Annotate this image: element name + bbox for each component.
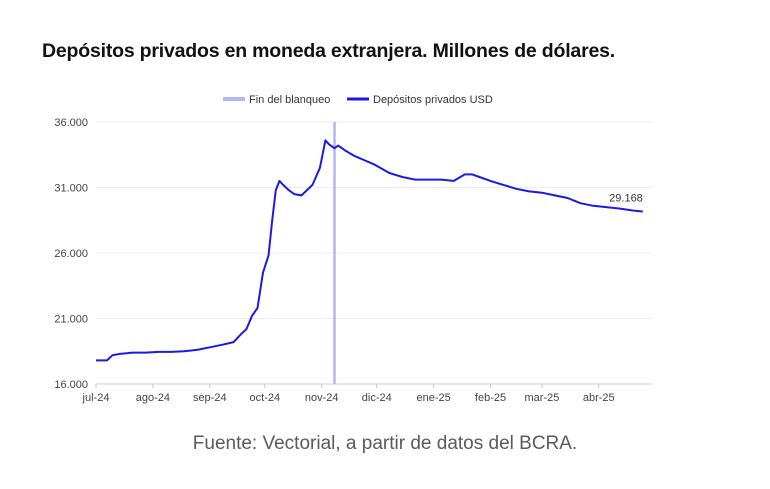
legend-swatch-marker	[223, 97, 245, 101]
x-tick-label: sep-24	[193, 392, 227, 404]
chart-title: Depósitos privados en moneda extranjera.…	[42, 40, 615, 62]
x-axis: jul-24 ago-24 sep-24 oct-24 nov-24 dic-24 ene-…	[82, 383, 652, 404]
legend-label-series: Depósitos privados USD	[373, 94, 493, 106]
x-tick-label: feb-25	[475, 392, 506, 404]
grid-lines	[96, 121, 652, 385]
y-tick-label: 21.000	[54, 314, 88, 326]
y-tick-label: 31.000	[54, 183, 88, 195]
y-tick-label: 16.000	[54, 379, 88, 391]
y-tick-label: 26.000	[54, 248, 88, 260]
x-tick-label: jul-24	[82, 392, 110, 404]
x-tick-label: oct-24	[250, 392, 281, 404]
deposits-series-line	[96, 139, 643, 362]
legend-swatch-series	[347, 97, 369, 101]
x-tick-label: ene-25	[417, 392, 451, 404]
legend: Fin del blanqueo Depósitos privados USD	[223, 94, 493, 106]
y-axis: 16.000 21.000 26.000 31.000 36.000	[54, 117, 88, 391]
x-tick-label: dic-24	[362, 392, 392, 404]
line-chart: Fin del blanqueo Depósitos privados USD 1…	[54, 94, 652, 404]
x-tick-label: abr-25	[583, 392, 615, 404]
x-tick-label: ago-24	[136, 392, 170, 404]
y-tick-label: 36.000	[54, 117, 88, 129]
series-layer: 29.168	[96, 139, 643, 362]
legend-label-marker: Fin del blanqueo	[249, 94, 330, 106]
x-tick-label: nov-24	[305, 392, 339, 404]
last-value-label: 29.168	[609, 192, 643, 204]
source-note: Fuente: Vectorial, a partir de datos del…	[192, 433, 578, 454]
x-tick-label: mar-25	[524, 392, 559, 404]
